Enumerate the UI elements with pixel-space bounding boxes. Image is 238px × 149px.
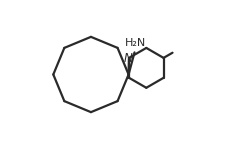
Text: N: N bbox=[124, 52, 133, 65]
Text: H₂N: H₂N bbox=[125, 38, 147, 48]
